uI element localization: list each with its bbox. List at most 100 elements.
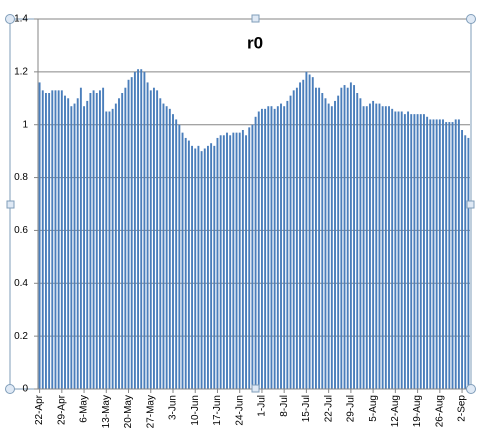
bar	[206, 145, 209, 389]
bar	[124, 87, 127, 389]
bar	[397, 111, 400, 389]
bar	[41, 90, 44, 389]
bar	[381, 106, 384, 389]
bar	[222, 135, 225, 389]
bar	[73, 103, 76, 390]
bar	[162, 103, 165, 390]
bar	[108, 111, 111, 389]
x-tick-label: 8-Jul	[279, 395, 290, 417]
bar	[260, 108, 263, 389]
bar	[410, 114, 413, 390]
bar	[384, 106, 387, 389]
bar	[140, 69, 143, 389]
x-tick-label: 10-Jun	[190, 395, 201, 426]
bar	[165, 106, 168, 389]
bar	[461, 130, 464, 389]
bar	[438, 119, 441, 389]
x-tick-label: 22-Jul	[323, 395, 334, 422]
bar	[394, 111, 397, 389]
y-tick-label: 0.6	[14, 225, 28, 236]
y-tick-label: 1.2	[14, 66, 28, 77]
x-tick-label: 24-Jun	[234, 395, 245, 426]
handle[interactable]	[466, 200, 475, 209]
selection-handles[interactable]	[5, 14, 476, 394]
y-tick-label: 0.8	[14, 172, 28, 183]
handle[interactable]	[251, 384, 260, 393]
handle[interactable]	[466, 384, 476, 394]
x-tick-label: 5-Aug	[368, 395, 379, 422]
bar	[203, 148, 206, 389]
bar	[346, 87, 349, 389]
handle[interactable]	[6, 200, 15, 209]
bar	[172, 114, 174, 390]
bar	[118, 98, 120, 390]
bar	[60, 90, 63, 389]
bar	[432, 119, 435, 389]
bar	[184, 137, 187, 389]
y-tick-label: 0	[22, 384, 28, 395]
bar	[324, 98, 327, 390]
bar	[51, 90, 54, 389]
bar	[314, 87, 317, 389]
bar	[442, 119, 444, 389]
bar	[334, 100, 336, 389]
x-tick-label: 26-Aug	[434, 395, 445, 427]
x-tick-label: 20-May	[123, 395, 134, 428]
handle[interactable]	[466, 14, 476, 24]
x-tick-label: 1-Jul	[257, 395, 268, 417]
bar	[92, 90, 95, 389]
bar	[365, 106, 368, 389]
bar	[79, 87, 82, 389]
bar	[251, 124, 254, 389]
bar	[429, 119, 432, 389]
bar	[89, 93, 92, 389]
bar	[232, 132, 235, 389]
bar	[267, 106, 270, 389]
bar	[302, 79, 305, 390]
bar	[273, 108, 276, 389]
x-tick-label: 27-May	[145, 395, 156, 428]
bar	[257, 111, 260, 389]
bar	[356, 93, 359, 389]
x-tick-label: 2-Sep	[457, 395, 468, 422]
bar	[38, 82, 41, 389]
bar	[127, 79, 130, 390]
x-tick-label: 29-Apr	[56, 394, 67, 425]
handle[interactable]	[5, 384, 15, 394]
bar	[149, 90, 152, 389]
bar	[391, 108, 394, 389]
bar	[276, 106, 279, 389]
handle[interactable]	[251, 14, 260, 23]
bar	[241, 130, 244, 389]
bar	[454, 119, 457, 389]
bar	[422, 114, 425, 390]
bar	[378, 103, 381, 390]
bar	[451, 122, 454, 390]
bar	[133, 71, 136, 389]
bar	[305, 71, 308, 389]
bar	[308, 74, 311, 389]
bar	[194, 148, 197, 389]
bar	[245, 135, 248, 389]
bar	[44, 93, 47, 389]
y-tick-label: 1.4	[14, 14, 28, 25]
bar	[219, 135, 222, 389]
handle[interactable]	[5, 14, 15, 24]
bar	[353, 85, 356, 390]
bar	[254, 116, 257, 390]
bar	[137, 69, 140, 389]
bar	[327, 103, 330, 390]
y-tick-label: 0.2	[14, 331, 28, 342]
bar	[86, 100, 89, 389]
bar	[419, 114, 422, 390]
bar	[311, 77, 314, 390]
bar	[181, 132, 184, 389]
y-tick-label: 1	[22, 119, 28, 130]
bar	[191, 145, 194, 389]
bar	[159, 98, 162, 390]
bar	[321, 93, 324, 389]
bar	[289, 95, 292, 390]
x-tick-label: 29-Jul	[346, 395, 357, 422]
x-tick-label: 6-May	[79, 395, 90, 423]
